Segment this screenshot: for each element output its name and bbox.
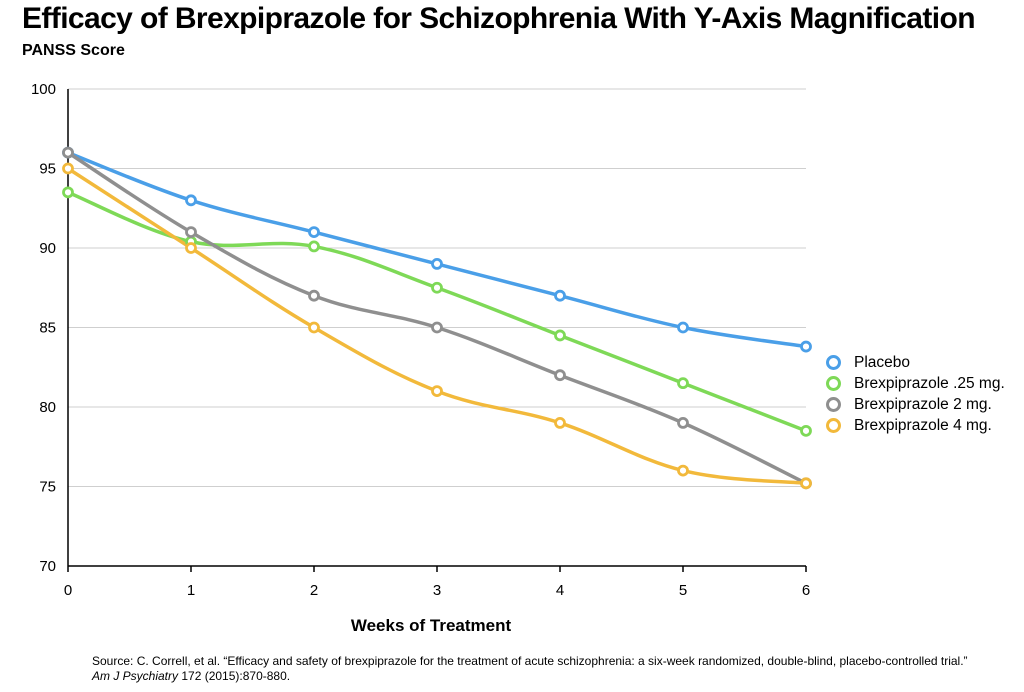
data-point: [62, 162, 74, 175]
source-suffix: 172 (2015):870-880.: [178, 669, 291, 683]
x-tick-label: 5: [679, 582, 687, 599]
x-tick-label: 2: [310, 582, 318, 599]
data-point: [800, 424, 812, 437]
y-tick-label: 70: [39, 558, 56, 575]
data-point: [431, 257, 443, 270]
x-axis-label: Weeks of Treatment: [351, 616, 512, 635]
legend-item-brex-4: Brexpiprazole 4 mg.: [826, 415, 1005, 436]
data-point: [62, 186, 74, 199]
data-point: [554, 329, 566, 342]
legend-marker-icon: [826, 376, 841, 391]
x-tick-label: 3: [433, 582, 441, 599]
legend-label: Brexpiprazole 4 mg.: [854, 416, 992, 434]
y-tick-label: 100: [31, 81, 56, 98]
data-point: [431, 385, 443, 398]
data-point: [677, 464, 689, 477]
legend: Placebo Brexpiprazole .25 mg. Brexpipraz…: [826, 352, 1005, 436]
x-tick-label: 0: [64, 582, 72, 599]
data-point: [800, 477, 812, 490]
data-point: [308, 321, 320, 334]
legend-marker-icon: [826, 418, 841, 433]
data-point: [554, 289, 566, 302]
data-point: [185, 226, 197, 239]
data-point: [185, 194, 197, 207]
series-line: [66, 150, 808, 486]
y-tick-label: 80: [39, 399, 56, 416]
data-point: [62, 146, 74, 159]
data-point: [800, 340, 812, 353]
source-journal: Am J Psychiatry: [92, 669, 179, 683]
legend-item-brex-025: Brexpiprazole .25 mg.: [826, 373, 1005, 394]
x-tick-label: 6: [802, 582, 810, 599]
y-axis-label: PANSS Score: [22, 42, 125, 59]
y-tick-label: 90: [39, 240, 56, 257]
chart-title: Efficacy of Brexpiprazole for Schizophre…: [22, 2, 976, 35]
source-text: Source: C. Correll, et al. “Efficacy and…: [92, 654, 968, 668]
x-tick-label: 4: [556, 582, 564, 599]
data-point: [431, 321, 443, 334]
y-tick-label: 95: [39, 161, 56, 178]
data-point: [308, 289, 320, 302]
data-point: [677, 416, 689, 429]
legend-label: Brexpiprazole .25 mg.: [854, 374, 1005, 392]
data-point: [431, 281, 443, 294]
legend-item-placebo: Placebo: [826, 352, 1005, 373]
x-tick-label: 1: [187, 582, 195, 599]
series-line: [66, 150, 808, 349]
y-tick-label: 85: [39, 320, 56, 337]
data-point: [554, 369, 566, 382]
legend-marker-icon: [826, 355, 841, 370]
data-point: [677, 377, 689, 390]
legend-item-brex-2: Brexpiprazole 2 mg.: [826, 394, 1005, 415]
data-point: [185, 242, 197, 254]
data-point: [677, 321, 689, 334]
legend-label: Placebo: [854, 353, 911, 371]
source-citation: Source: C. Correll, et al. “Efficacy and…: [92, 654, 972, 684]
legend-marker-icon: [826, 397, 841, 412]
y-tick-label: 75: [39, 479, 56, 496]
data-point: [308, 226, 320, 239]
data-point: [554, 416, 566, 429]
data-point: [308, 240, 320, 253]
legend-label: Brexpiprazole 2 mg.: [854, 395, 992, 413]
